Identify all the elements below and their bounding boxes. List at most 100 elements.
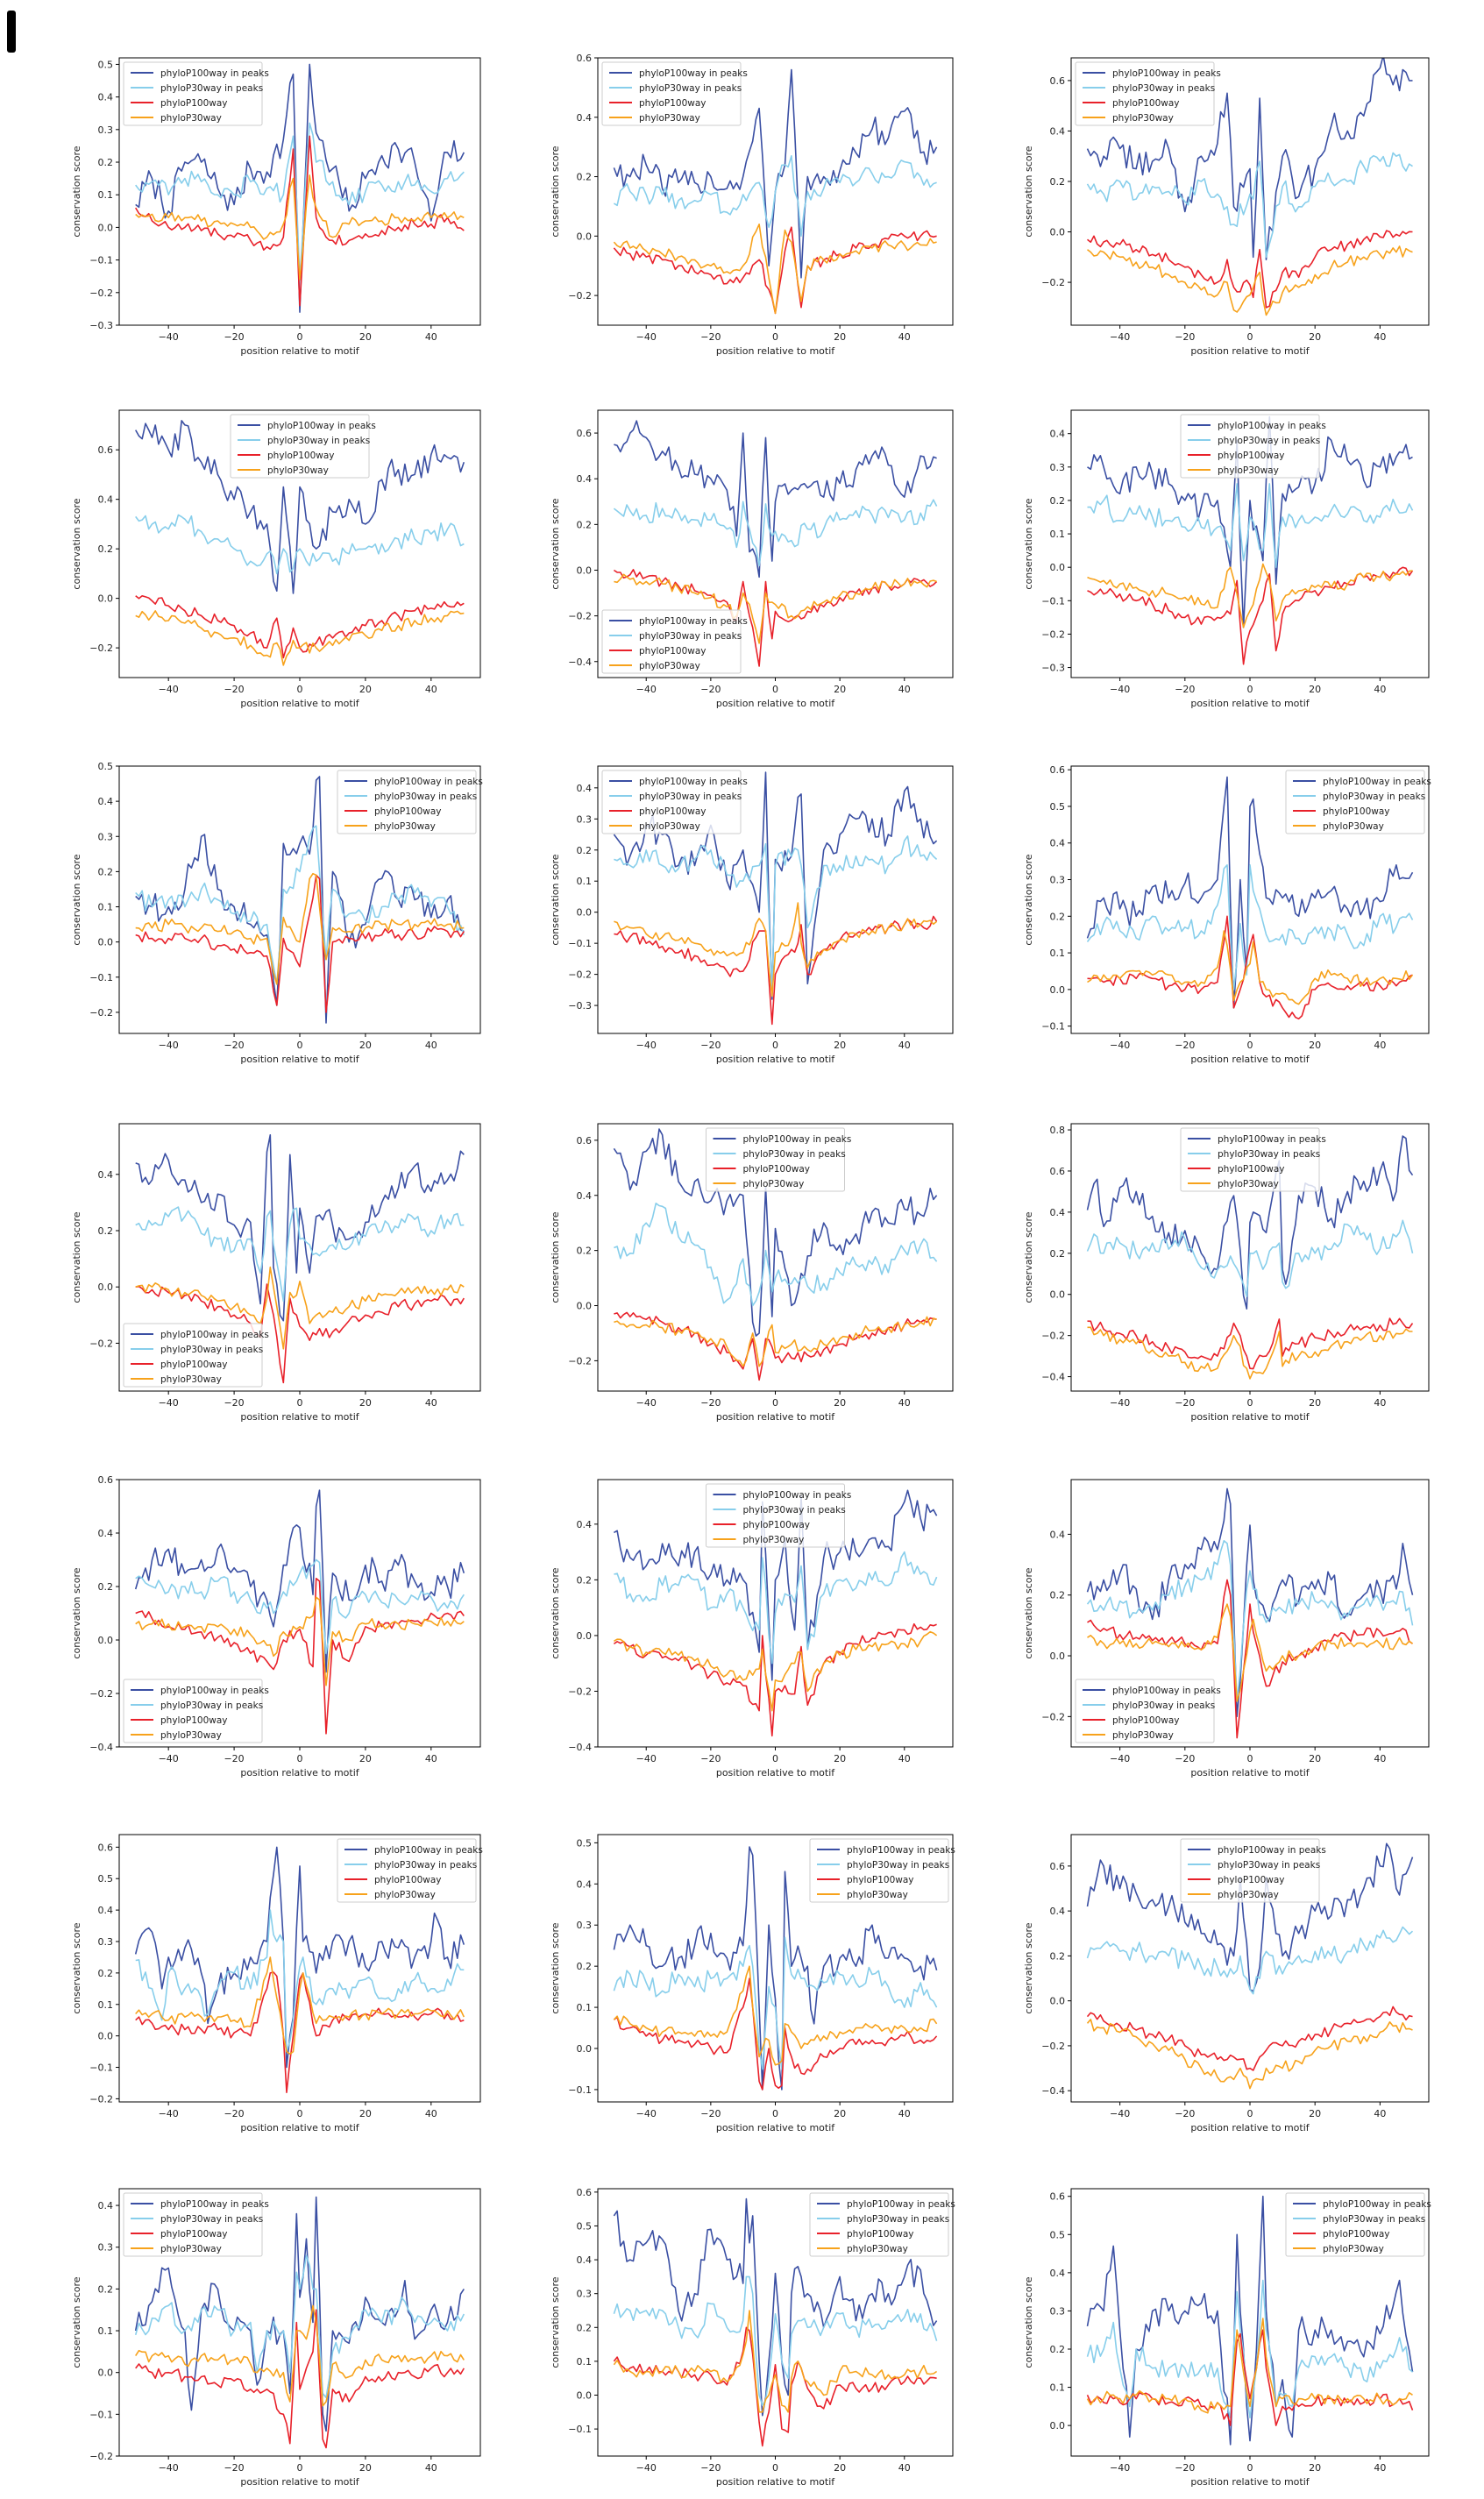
y-tick-label: 0.4 <box>98 1169 114 1181</box>
y-tick-label: 0.4 <box>98 92 114 103</box>
legend-label: phyloP30way in peaks <box>639 631 742 642</box>
x-tick-label: −40 <box>1110 1040 1130 1051</box>
y-tick-label: 0.0 <box>1050 1996 1066 2007</box>
legend-label: phyloP30way in peaks <box>743 1505 846 1516</box>
y-tick-label: −0.4 <box>568 1742 592 1753</box>
y-tick-label: 0.4 <box>98 494 114 506</box>
y-axis-label: conservation score <box>1023 854 1034 945</box>
legend-label: phyloP30way <box>1218 1890 1279 1900</box>
legend-label: phyloP100way <box>639 806 706 817</box>
legend: phyloP100way in peaks phyloP30way in peak… <box>337 770 483 834</box>
plot-area <box>613 771 938 1026</box>
x-tick-label: 40 <box>898 684 911 695</box>
x-tick-label: −20 <box>700 1397 721 1409</box>
y-tick-label: −0.2 <box>89 2093 113 2105</box>
series-line-phylop100way-in-peaks <box>613 1846 938 2091</box>
y-tick-label: 0.0 <box>577 1301 593 1312</box>
x-axis-label: position relative to motif <box>240 1767 359 1778</box>
series-line-phylop100way <box>614 915 938 1026</box>
x-tick-label: 20 <box>1309 1397 1321 1409</box>
legend: phyloP100way in peaks phyloP30way in peak… <box>809 1838 955 1903</box>
y-tick-label: −0.1 <box>1041 1021 1065 1033</box>
x-tick-label: −40 <box>636 331 657 343</box>
y-tick-label: 0.4 <box>1050 2268 1066 2279</box>
legend-label: phyloP100way <box>743 1164 810 1175</box>
x-axis-label: position relative to motif <box>716 1054 835 1065</box>
legend-box <box>1075 1679 1215 1743</box>
plot-area <box>1086 1842 1414 2090</box>
series-line-phylop30way <box>1087 930 1414 1005</box>
y-tick-label: 0.4 <box>98 2200 114 2211</box>
y-axis-label: conservation score <box>550 1211 561 1303</box>
y-tick-label: 0.2 <box>577 1246 593 1257</box>
legend-label: phyloP30way <box>743 1179 805 1189</box>
y-tick-label: 0.1 <box>577 876 593 887</box>
y-axis-label: conservation score <box>1023 146 1034 237</box>
chart-panel: −40 −20 0 20 40 −0.2 0.0 0.2 0.4 0.6 position rela… <box>71 409 481 709</box>
series-line-phylop30way <box>135 1956 465 2055</box>
y-tick-label: 0.6 <box>1050 2191 1066 2203</box>
legend-label: phyloP30way in peaks <box>1218 1860 1320 1871</box>
chart-panel: −40 −20 0 20 40 −0.2 0.0 0.2 0.4 0.6 position rela… <box>550 1123 954 1423</box>
chart-panel: −40 −20 0 20 40 −0.4 −0.2 0.0 0.2 0.4 0.6 position … <box>71 1474 481 1778</box>
y-tick-label: 0.3 <box>1050 2305 1066 2317</box>
series-line-phylop100way-in-peaks <box>613 1128 938 1337</box>
y-tick-label: 0.1 <box>98 1999 114 2011</box>
y-tick-label: 0.0 <box>577 231 593 242</box>
y-tick-label: 0.0 <box>577 564 593 576</box>
legend-label: phyloP30way <box>639 113 700 124</box>
x-tick-label: 20 <box>1309 2108 1321 2119</box>
series-line-phylop30way-in-peaks <box>1087 483 1414 568</box>
legend: phyloP100way in peaks phyloP30way in peak… <box>1180 1838 1326 1903</box>
y-tick-label: 0.0 <box>1050 227 1066 238</box>
y-tick-label: 0.0 <box>98 2368 114 2379</box>
series-line-phylop30way <box>135 2304 465 2407</box>
legend-label: phyloP100way <box>1323 806 1389 817</box>
legend-label: phyloP30way in peaks <box>267 436 370 446</box>
legend-label: phyloP100way <box>743 1520 810 1530</box>
legend-label: phyloP30way in peaks <box>1112 83 1215 94</box>
y-tick-label: 0.5 <box>1050 801 1066 813</box>
series-line-phylop30way <box>614 1316 937 1367</box>
y-tick-label: 0.2 <box>98 1968 114 1979</box>
y-tick-label: −0.2 <box>1041 277 1065 288</box>
x-tick-label: 0 <box>297 2108 303 2119</box>
x-tick-label: −40 <box>1110 684 1130 695</box>
x-tick-label: −40 <box>159 1753 179 1764</box>
legend-label: phyloP100way <box>1218 451 1284 461</box>
y-tick-label: 0.2 <box>577 845 593 856</box>
x-tick-label: 40 <box>425 331 437 343</box>
x-tick-label: 40 <box>898 2462 911 2474</box>
y-axis-label: conservation score <box>1023 1922 1034 2013</box>
legend-label: phyloP30way <box>1323 2244 1384 2254</box>
x-tick-label: 0 <box>1247 1753 1253 1764</box>
x-tick-label: 0 <box>772 331 778 343</box>
legend-box <box>1285 2192 1425 2257</box>
legend-label: phyloP100way in peaks <box>1218 1134 1326 1145</box>
y-tick-label: 0.2 <box>98 2283 114 2295</box>
y-tick-label: −0.2 <box>1041 1331 1065 1342</box>
series-line-phylop100way <box>135 1283 465 1384</box>
y-tick-label: −0.3 <box>568 1000 592 1012</box>
y-tick-label: 0.3 <box>577 813 593 825</box>
x-tick-label: 0 <box>1247 1040 1253 1051</box>
y-tick-label: 0.4 <box>1050 1207 1066 1218</box>
legend-label: phyloP100way <box>847 1875 913 1885</box>
legend-label: phyloP30way <box>160 1730 222 1741</box>
x-tick-label: −40 <box>159 1040 179 1051</box>
series-line-phylop30way-in-peaks <box>135 1558 465 1655</box>
x-tick-label: −20 <box>1175 1753 1195 1764</box>
chart-panel: −40 −20 0 20 40 −0.3 −0.2 −0.1 0.0 0.1 0.2 0.3 0.4 po… <box>550 765 954 1065</box>
legend-label: phyloP30way in peaks <box>160 1700 263 1711</box>
y-tick-label: 0.2 <box>577 1961 593 1972</box>
legend-label: phyloP100way in peaks <box>267 421 376 431</box>
y-tick-label: 0.2 <box>577 2322 593 2333</box>
legend-box <box>1075 61 1215 126</box>
chart-panel: −40 −20 0 20 40 −0.4 −0.2 0.0 0.2 0.4 position rel… <box>550 1479 954 1778</box>
y-tick-label: 0.2 <box>1050 495 1066 507</box>
y-axis-label: conservation score <box>550 498 561 589</box>
x-tick-label: 20 <box>834 2462 846 2474</box>
x-tick-label: 20 <box>359 331 372 343</box>
y-tick-label: 0.4 <box>1050 1906 1066 1917</box>
